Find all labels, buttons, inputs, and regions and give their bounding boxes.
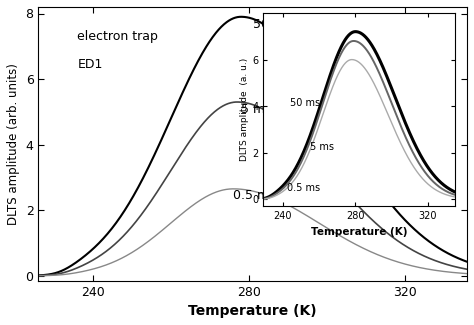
Y-axis label: DLTS amplitude  (a. u.): DLTS amplitude (a. u.) [240, 58, 249, 161]
Text: 0.5 ms: 0.5 ms [233, 189, 276, 202]
Text: 5 ms: 5 ms [310, 142, 334, 152]
Y-axis label: DLTS amplitude (arb. units): DLTS amplitude (arb. units) [7, 63, 20, 225]
Text: electron trap: electron trap [77, 30, 158, 43]
Text: ED1: ED1 [77, 58, 103, 71]
Text: 0.5 ms: 0.5 ms [287, 183, 320, 193]
Text: 50 ms: 50 ms [253, 18, 292, 31]
Text: 5 ms: 5 ms [241, 103, 272, 116]
X-axis label: Temperature (K): Temperature (K) [188, 304, 317, 318]
Text: 50 ms: 50 ms [290, 98, 320, 108]
X-axis label: Temperature (K): Temperature (K) [311, 227, 407, 237]
